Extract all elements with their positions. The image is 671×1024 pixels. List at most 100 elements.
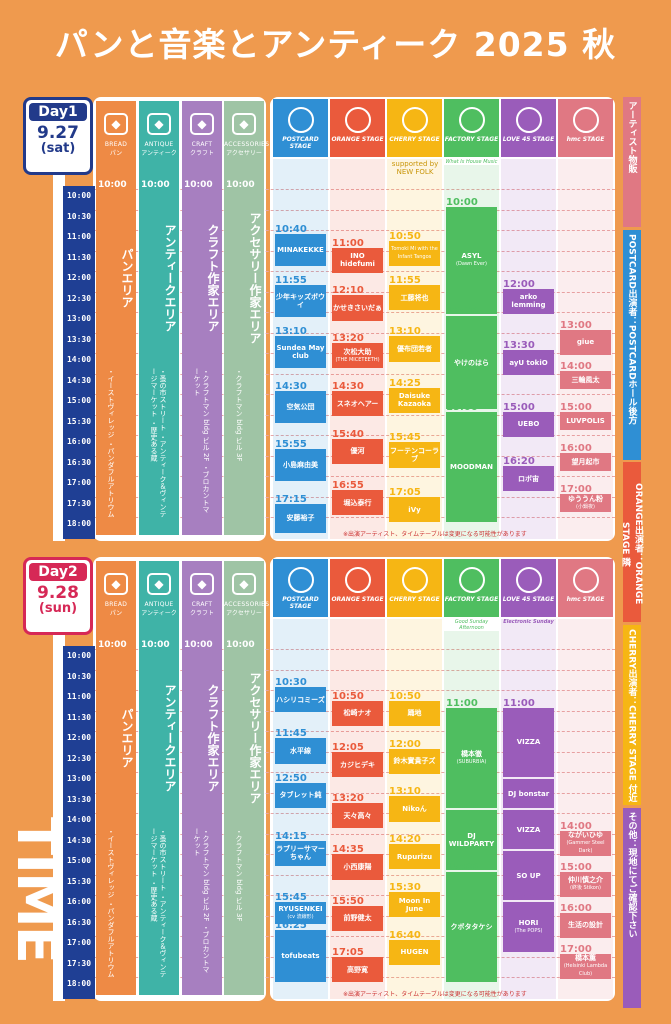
factory-logo-icon — [458, 107, 485, 133]
slot-start-time: 11:55 — [275, 275, 307, 287]
stage-name: FACTORY STAGE — [444, 136, 499, 143]
stage-column-tint — [558, 619, 613, 999]
performance-slot: 橋本徹 (SUBURBIA) — [446, 707, 497, 808]
performance-slot: ハシリコミーズ — [275, 687, 326, 713]
time-label: 10:00 — [66, 651, 92, 660]
slot-start-time: 16:00 — [560, 442, 592, 454]
slot-start-time: 16:25 — [275, 919, 307, 931]
grid-line — [95, 690, 615, 691]
performer-name: 踊地 — [407, 709, 422, 718]
slot-start-time: 14:25 — [389, 377, 421, 389]
performance-slot: MOODMAN — [446, 411, 497, 523]
time-label: 10:00 — [66, 191, 92, 200]
performance-slot: SO UP — [503, 851, 554, 901]
time-label: 17:00 — [66, 478, 92, 487]
performance-slot: 安藤裕子 — [275, 503, 326, 533]
performer-name: iVy — [408, 505, 421, 514]
category-locations: ・イーストヴィレッジ ・パンダフルアトリウム — [107, 368, 115, 518]
performance-slot: 堀込泰行 — [332, 490, 383, 516]
performer-name: MINAKEKKE — [277, 245, 324, 254]
time-label: 10:30 — [66, 211, 92, 221]
slot-start-time: 10:50 — [389, 690, 421, 702]
time-label: 14:00 — [66, 355, 92, 364]
stage-name: LOVE 45 STAGE — [502, 136, 555, 143]
performance-slot: iVy — [389, 496, 440, 523]
performance-slot: 優布団若者 — [389, 336, 440, 362]
category-locations: ・クラフトマン bldg ビル 2F ・ブロカントマーケット — [193, 368, 210, 513]
slot-start-time: 13:20 — [332, 333, 364, 345]
category-locations: ・蚤の市ストリート ・アンティーク＆ヴィンテージマーケット ・歴史ある蔵 — [150, 368, 167, 518]
time-label: 14:30 — [66, 375, 92, 385]
performer-name: 橋本徹 — [461, 749, 482, 758]
grid-line — [95, 731, 615, 732]
bread-icon: ◆ — [104, 113, 128, 135]
performance-slot: ながいひゆ (Gammer Steel Dark) — [560, 830, 611, 856]
performance-slot: 天々高々 — [332, 803, 383, 829]
performer-name: 橋本薫 — [575, 954, 596, 963]
slot-start-time: 17:00 — [560, 943, 592, 955]
stage-panel — [270, 97, 615, 541]
performance-slot: 優河 — [332, 438, 383, 465]
category-en: BREAD — [104, 601, 128, 608]
performance-slot: 工藤将也 — [389, 285, 440, 311]
performance-slot: 前野健太 — [332, 905, 383, 931]
left-white-strip — [53, 635, 65, 1001]
category-header-bread: ◆ BREAD パン — [96, 561, 136, 639]
slot-start-time: 10:50 — [389, 230, 421, 242]
time-label: 11:30 — [66, 252, 92, 262]
performance-slot: DJ bonstar — [503, 779, 554, 808]
performer-name: 安藤裕子 — [286, 514, 315, 523]
page-title: パンと音楽とアンティーク 2025 秋 — [54, 25, 617, 64]
category-locations: ・クラフトマン bldg ビル 3F — [235, 368, 243, 462]
time-label: 15:00 — [66, 396, 92, 405]
slot-start-time: 15:00 — [446, 401, 478, 413]
category-bar: 10:00 パンエリア ・イーストヴィレッジ ・パンダフルアトリウム — [96, 178, 136, 535]
category-start-time: 10:00 — [98, 180, 127, 190]
performance-slot: クボタタケシ — [446, 871, 497, 983]
merch-note: CHERRY出演者：CHERRY STAGE 付近 — [623, 625, 641, 805]
slot-start-time: 14:35 — [332, 844, 364, 856]
performer-name: INO hidefumi — [340, 252, 375, 269]
day-date: 9.28 — [37, 583, 79, 603]
grid-line — [95, 332, 615, 334]
time-label: 17:30 — [66, 498, 92, 508]
performer-note: (小鍋夜) — [576, 503, 595, 510]
love-subtitle: Electronic Sunday — [503, 619, 554, 625]
performer-name: 少年キッズボウイ — [276, 293, 325, 310]
slot-start-time: 12:05 — [332, 741, 364, 753]
left-white-strip — [53, 175, 65, 541]
performance-slot: 生活の設計 — [560, 912, 611, 938]
category-en: ANTIQUE — [144, 601, 174, 608]
stage-header-cherry: CHERRY STAGE — [387, 559, 442, 617]
slot-start-time: 17:05 — [332, 946, 364, 958]
category-start-time: 10:00 — [141, 180, 170, 190]
performer-name: 優河 — [350, 447, 365, 456]
performer-name: クボタタケシ — [450, 922, 493, 931]
grid-line — [95, 649, 615, 650]
performer-name: タブレット純 — [279, 791, 322, 800]
slot-start-time: 12:50 — [275, 772, 307, 784]
category-bar: 10:00 アクセサリー作家エリア ・クラフトマン bldg ビル 3F — [224, 638, 264, 995]
stage-name: POSTCARD STAGE — [282, 596, 319, 610]
performance-slot: VIZZA — [503, 707, 554, 778]
schedule-note: ※出演アーティスト、タイムテーブルは変更になる可能性があります — [343, 530, 527, 538]
slot-start-time: 13:00 — [560, 319, 592, 331]
performer-name: VIZZA — [516, 738, 541, 747]
category-en: CRAFT — [191, 601, 213, 608]
hmc-logo-icon — [572, 567, 599, 593]
performance-slot: VIZZA — [503, 810, 554, 849]
performer-name: Sundea May club — [276, 344, 325, 361]
performer-name: LUVPOLIS — [566, 416, 605, 425]
performer-name: 鈴木實貴子ズ — [393, 757, 436, 766]
grid-line — [95, 669, 615, 671]
slot-start-time: 12:10 — [332, 285, 364, 297]
category-area-name: アクセサリー作家エリア — [248, 212, 262, 344]
performer-note: (終後 Stikon) — [570, 885, 601, 892]
category-en: BREAD — [104, 141, 128, 148]
bread-icon: ◆ — [104, 573, 128, 595]
time-label: 18:00 — [66, 519, 92, 528]
day-header: Day1 9.27 (sat) — [23, 97, 93, 175]
performance-slot: フーテンコーラブ — [389, 442, 440, 468]
slot-start-time: 11:55 — [389, 275, 421, 287]
category-jp: クラフト — [189, 610, 214, 617]
